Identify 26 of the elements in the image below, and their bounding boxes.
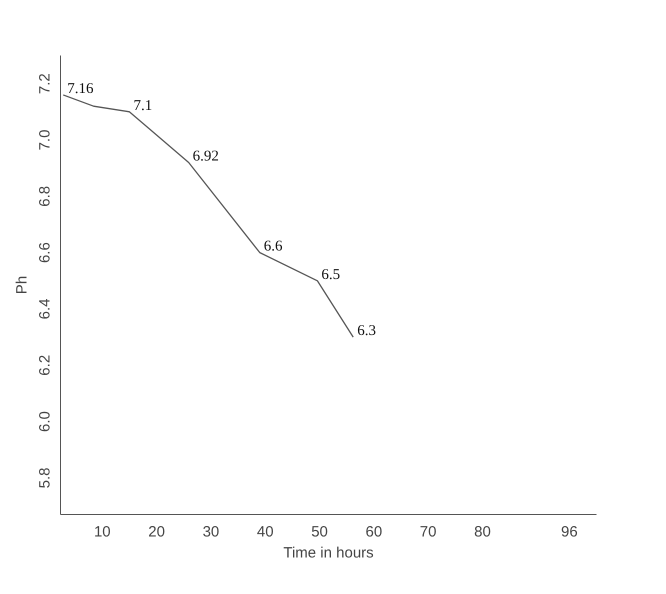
- x-tick-label: 10: [94, 524, 111, 540]
- x-tick-label: 60: [366, 524, 382, 540]
- x-axis-title: Time in hours: [283, 544, 374, 562]
- x-tick-label: 96: [561, 524, 578, 540]
- x-tick-label: 80: [474, 524, 491, 540]
- y-tick-label: 7.0: [36, 130, 54, 150]
- x-tick-label: 20: [148, 524, 165, 540]
- y-tick-label: 6.6: [36, 242, 54, 264]
- y-tick-label: 6.4: [36, 298, 54, 320]
- data-label: 6.6: [264, 238, 284, 255]
- y-tick-label: 6.2: [36, 354, 54, 376]
- x-tick-label: 70: [420, 524, 436, 540]
- y-tick-label: 5.8: [36, 467, 54, 488]
- y-tick-label: 7.2: [36, 73, 54, 94]
- y-tick-label: 6.8: [36, 186, 54, 207]
- x-tick-label: 40: [256, 524, 274, 540]
- x-tick-label: 50: [311, 524, 328, 540]
- data-label: 6.3: [357, 323, 376, 340]
- data-label: 7.16: [67, 80, 94, 97]
- data-label: 6.5: [321, 266, 340, 283]
- line-series: [62, 94, 354, 338]
- data-label: 7.1: [133, 98, 152, 114]
- x-tick-label: 30: [202, 524, 220, 540]
- y-axis-title: Ph: [14, 276, 30, 294]
- y-tick-label: 6.0: [36, 411, 54, 432]
- data-label: 6.92: [192, 148, 219, 165]
